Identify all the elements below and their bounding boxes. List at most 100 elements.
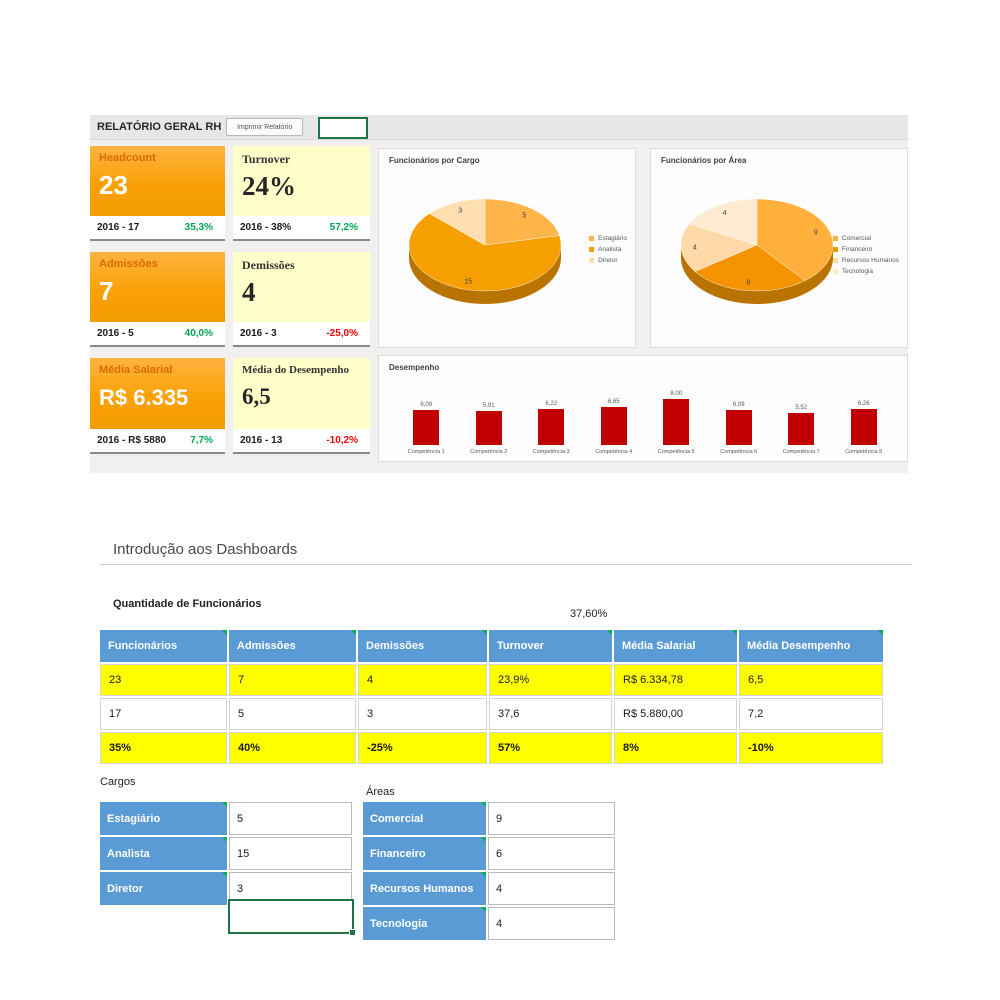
- area-label-cell[interactable]: Comercial: [363, 802, 486, 835]
- areas-table: Comercial 9 Financeiro 6 Recursos Humano…: [361, 800, 617, 942]
- summary-cell[interactable]: 23: [100, 664, 227, 696]
- bar-competencia-4: [600, 407, 627, 445]
- header-cell-demissoes[interactable]: Demissões: [358, 630, 487, 662]
- hr-dashboard-panel: RELATÓRIO GERAL RH Imprimir Relatório He…: [90, 115, 908, 473]
- summary-cell[interactable]: R$ 5.880,00: [614, 698, 737, 730]
- kpi-stat-turnover: 2016 - 38% 57,2%: [233, 216, 370, 241]
- cargo-label-cell[interactable]: Diretor: [100, 872, 227, 905]
- kpi-stat-headcount: 2016 - 17 35,3%: [90, 216, 225, 241]
- kpi-stat-media-desempenho: 2016 - 13 -10,2%: [233, 429, 370, 454]
- bar-group: 5,52 Competência 7: [770, 378, 833, 455]
- legend-label: Comercial: [841, 235, 872, 242]
- pie-slice-estagiário: [484, 198, 560, 246]
- kpi-previous-value: 2016 - 13: [240, 435, 283, 446]
- legend-swatch-icon: [832, 258, 838, 263]
- kpi-delta: 40,0%: [184, 328, 213, 339]
- kpi-value: 4: [242, 277, 256, 307]
- summary-cell[interactable]: R$ 6.334,78: [614, 664, 737, 696]
- header-cell-turnover[interactable]: Turnover: [489, 630, 612, 662]
- header-selected-cell[interactable]: [318, 117, 368, 139]
- area-value-cell[interactable]: 9: [488, 802, 615, 835]
- summary-cell[interactable]: 23,9%: [489, 664, 612, 696]
- summary-row-previous: 17 5 3 37,6 R$ 5.880,00 7,2: [100, 698, 883, 730]
- kpi-value: 24%: [242, 171, 296, 201]
- kpi-stat-media-salarial: 2016 - R$ 5880 7,7%: [90, 429, 225, 454]
- kpi-label: Admissões: [99, 258, 158, 270]
- summary-cell[interactable]: 7,2: [739, 698, 883, 730]
- bar-competencia-5: [663, 399, 690, 445]
- summary-cell[interactable]: 40%: [229, 732, 356, 764]
- pie-data-label: 15: [464, 278, 472, 285]
- cargo-value-cell[interactable]: 5: [229, 802, 352, 835]
- bar-competencia-6: [725, 410, 752, 445]
- areas-label: Áreas: [366, 786, 395, 798]
- cargos-label: Cargos: [100, 776, 136, 788]
- legend-label: Recursos Humanos: [841, 257, 899, 264]
- report-title: RELATÓRIO GERAL RH: [97, 121, 222, 133]
- area-value-cell[interactable]: 6: [488, 837, 615, 870]
- summary-cell[interactable]: 7: [229, 664, 356, 696]
- area-label-cell[interactable]: Recursos Humanos: [363, 872, 486, 905]
- header-cell-media-salarial[interactable]: Média Salarial: [614, 630, 737, 662]
- legend-label: Financeiro: [841, 246, 873, 253]
- header-cell-funcionarios[interactable]: Funcionários: [100, 630, 227, 662]
- summary-cell[interactable]: -10%: [739, 732, 883, 764]
- area-value-cell[interactable]: 4: [488, 872, 615, 905]
- kpi-card-admissoes: Admissões 7: [90, 252, 225, 322]
- bar-category-label: Competência 2: [470, 449, 508, 455]
- bar-category-label: Competência 6: [720, 449, 758, 455]
- kpi-value: R$ 6.335: [99, 385, 189, 410]
- kpi-previous-value: 2016 - 17: [97, 222, 140, 233]
- summary-cell[interactable]: 5: [229, 698, 356, 730]
- chart-title: Funcionários por Cargo: [389, 156, 480, 165]
- pie-chart-cargo: 5 15 3: [408, 198, 562, 304]
- pie-slice-tecnologia: [689, 198, 758, 246]
- header-cell-media-desempenho[interactable]: Média Desempenho: [739, 630, 883, 662]
- bar-value-label: 6,22: [545, 401, 558, 407]
- chart-title: Funcionários por Área: [661, 156, 747, 165]
- summary-cell[interactable]: 6,5: [739, 664, 883, 696]
- area-label-cell[interactable]: Financeiro: [363, 837, 486, 870]
- bar-value-label: 6,09: [420, 402, 433, 408]
- summary-cell[interactable]: 4: [358, 664, 487, 696]
- header-cell-admissoes[interactable]: Admissões: [229, 630, 356, 662]
- legend-item: Analista: [589, 246, 627, 253]
- bar-competencia-1: [413, 410, 440, 445]
- print-report-button[interactable]: Imprimir Relatório: [226, 118, 304, 136]
- active-cell-selection[interactable]: [228, 899, 356, 936]
- legend-item: Diretor: [589, 257, 627, 264]
- legend-swatch-icon: [832, 247, 838, 252]
- pie-data-label: 4: [723, 210, 727, 217]
- cargo-value-cell[interactable]: 15: [229, 837, 352, 870]
- pie-slice-financeiro: [694, 244, 806, 292]
- summary-cell[interactable]: 57%: [489, 732, 612, 764]
- summary-cell[interactable]: 3: [358, 698, 487, 730]
- kpi-previous-value: 2016 - 3: [240, 328, 277, 339]
- pie-chart-area: 9 6 4 4: [680, 198, 834, 304]
- kpi-value: 23: [99, 170, 128, 200]
- cargo-label-cell[interactable]: Analista: [100, 837, 227, 870]
- table-row: Recursos Humanos 4: [363, 872, 615, 905]
- pie-data-label: 5: [522, 213, 526, 220]
- summary-cell[interactable]: 17: [100, 698, 227, 730]
- pie-slice-recursos-humanos: [680, 223, 758, 272]
- summary-cell[interactable]: 8%: [614, 732, 737, 764]
- cargo-label-cell[interactable]: Estagiário: [100, 802, 227, 835]
- summary-cell[interactable]: 35%: [100, 732, 227, 764]
- area-value-cell[interactable]: 4: [488, 907, 615, 940]
- legend-item: Recursos Humanos: [832, 257, 899, 264]
- legend-swatch-icon: [832, 236, 838, 241]
- chart-title: Desempenho: [389, 363, 440, 372]
- summary-cell[interactable]: -25%: [358, 732, 487, 764]
- summary-cell[interactable]: 37,6: [489, 698, 612, 730]
- table-row: Tecnologia 4: [363, 907, 615, 940]
- bar-group: 6,09 Competência 6: [708, 378, 771, 455]
- kpi-value: 6,5: [242, 384, 271, 409]
- bar-chart-desempenho: 6,09 Competência 1 5,91 Competência 2 6,22 Co…: [395, 378, 895, 455]
- bar-competencia-8: [850, 409, 877, 445]
- kpi-delta: 35,3%: [184, 222, 213, 233]
- legend-swatch-icon: [589, 236, 595, 241]
- pie-slice-analista: [408, 213, 562, 292]
- area-label-cell[interactable]: Tecnologia: [363, 907, 486, 940]
- bar-value-label: 8,00: [670, 391, 683, 397]
